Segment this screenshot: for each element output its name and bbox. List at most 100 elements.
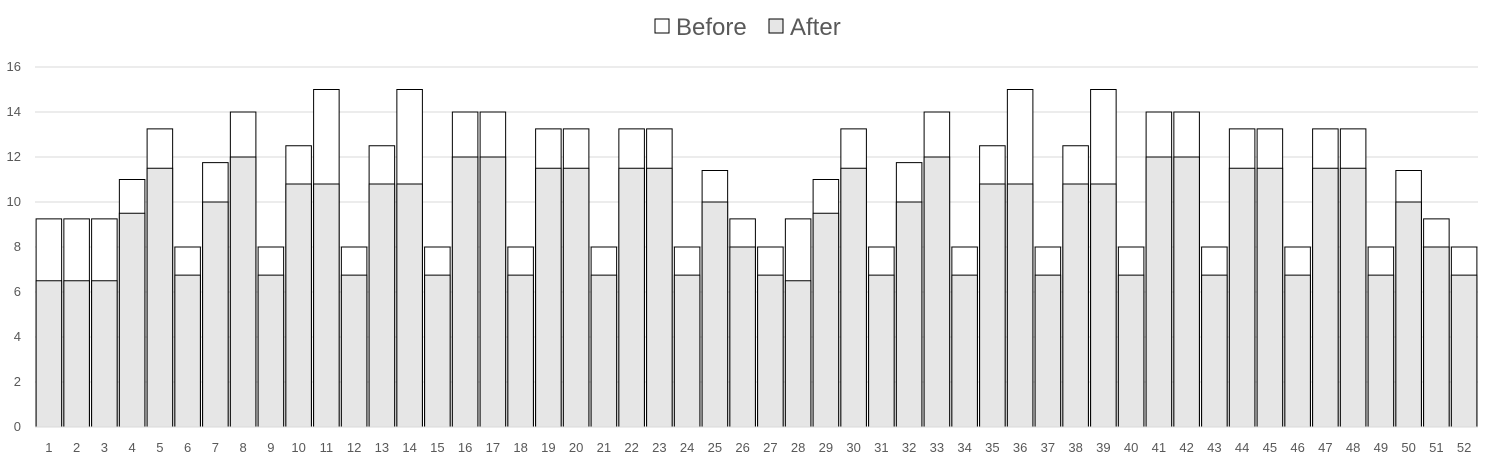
bar-after	[1339, 167, 1367, 428]
bar-after	[257, 274, 285, 428]
bar-after	[479, 156, 507, 428]
x-tick-label: 29	[819, 440, 833, 455]
y-tick-label: 16	[7, 59, 21, 74]
chart-legend: Before After	[654, 14, 841, 41]
bar-after	[1256, 167, 1284, 428]
bar-after	[1228, 167, 1256, 428]
x-tick-label: 7	[212, 440, 219, 455]
bar-after	[1450, 274, 1478, 428]
bar-after	[868, 274, 895, 428]
x-tick-label: 37	[1041, 440, 1055, 455]
x-tick-label: 39	[1096, 440, 1110, 455]
bar-after	[63, 280, 90, 428]
bar-after	[202, 201, 229, 428]
y-tick-label: 4	[14, 329, 21, 344]
x-tick-label: 52	[1457, 440, 1471, 455]
x-tick-label: 12	[347, 440, 361, 455]
x-tick-label: 5	[156, 440, 163, 455]
x-tick-label: 17	[486, 440, 500, 455]
bar-after	[1367, 274, 1395, 428]
x-tick-label: 47	[1318, 440, 1332, 455]
bar-after	[340, 274, 368, 428]
x-tick-label: 36	[1013, 440, 1027, 455]
x-axis: 1 2 3 4 5 6 7 8 9 10 11 12 13 14 15 16 17 18 19 20 21 22 23 24 2…	[35, 426, 1478, 455]
x-tick-label: 35	[985, 440, 999, 455]
bar-after	[229, 156, 257, 428]
x-tick-label: 21	[597, 440, 611, 455]
y-tick-label: 2	[14, 374, 21, 389]
x-tick-label: 16	[458, 440, 472, 455]
x-tick-label: 48	[1346, 440, 1360, 455]
x-tick-label: 27	[763, 440, 777, 455]
bar-after	[1284, 274, 1311, 428]
bar-after	[729, 246, 756, 428]
x-tick-label: 26	[735, 440, 749, 455]
bar-after	[313, 183, 340, 428]
bar-after	[618, 167, 645, 428]
bar-after	[979, 183, 1006, 428]
bar-after	[812, 212, 840, 428]
bar-after	[701, 201, 729, 428]
legend-label-before: Before	[676, 14, 747, 41]
x-tick-label: 41	[1152, 440, 1166, 455]
x-tick-label: 28	[791, 440, 805, 455]
x-tick-label: 46	[1290, 440, 1304, 455]
bar-after	[951, 274, 978, 428]
y-tick-label: 6	[14, 284, 21, 299]
bar-after	[1201, 274, 1228, 428]
x-tick-label: 42	[1179, 440, 1193, 455]
y-axis: 0 2 4 6 8 10 12 14 16	[7, 59, 21, 434]
x-tick-label: 8	[240, 440, 247, 455]
bar-after	[757, 274, 784, 428]
x-tick-label: 24	[680, 440, 694, 455]
bar-after	[424, 274, 451, 428]
x-tick-label: 9	[267, 440, 274, 455]
bar-after	[174, 274, 201, 428]
bar-after	[451, 156, 479, 428]
x-tick-label: 23	[652, 440, 666, 455]
bar-after	[285, 183, 312, 428]
x-tick-label: 25	[708, 440, 722, 455]
x-tick-label: 2	[73, 440, 80, 455]
bar-after	[1117, 274, 1145, 428]
legend-swatch-before	[654, 18, 670, 34]
x-tick-label: 1	[45, 440, 52, 455]
x-tick-label: 30	[846, 440, 860, 455]
x-tick-label: 45	[1263, 440, 1277, 455]
x-tick-label: 44	[1235, 440, 1249, 455]
bar-after	[1034, 274, 1062, 428]
bar-after	[1173, 156, 1200, 428]
bar-after	[895, 201, 923, 428]
bar-after	[590, 274, 618, 428]
bar-after	[368, 183, 396, 428]
bar-after	[1145, 156, 1173, 428]
x-tick-label: 40	[1124, 440, 1138, 455]
x-tick-label: 13	[375, 440, 389, 455]
x-tick-label: 3	[101, 440, 108, 455]
bar-after	[840, 167, 867, 428]
y-tick-label: 10	[7, 194, 21, 209]
legend-swatch-after	[768, 18, 784, 34]
x-tick-label: 38	[1068, 440, 1082, 455]
y-tick-label: 12	[7, 149, 21, 164]
bar-after	[1312, 167, 1339, 428]
bar-after	[1090, 183, 1117, 428]
x-tick-label: 11	[320, 440, 334, 455]
x-tick-label: 6	[184, 440, 191, 455]
y-tick-label: 0	[14, 419, 21, 434]
x-tick-label: 51	[1429, 440, 1443, 455]
bar-after	[118, 212, 146, 428]
x-tick-label: 34	[957, 440, 971, 455]
x-tick-label: 14	[402, 440, 416, 455]
x-tick-label: 50	[1401, 440, 1415, 455]
bar-after	[646, 167, 673, 428]
x-tick-label: 15	[430, 440, 444, 455]
x-tick-label: 20	[569, 440, 583, 455]
bar-after	[146, 167, 174, 428]
x-tick-label: 19	[541, 440, 555, 455]
bars-after-series	[35, 156, 1478, 428]
legend-label-after: After	[790, 14, 841, 41]
x-tick-label: 18	[513, 440, 527, 455]
x-tick-label: 49	[1374, 440, 1388, 455]
bar-after	[91, 280, 118, 428]
